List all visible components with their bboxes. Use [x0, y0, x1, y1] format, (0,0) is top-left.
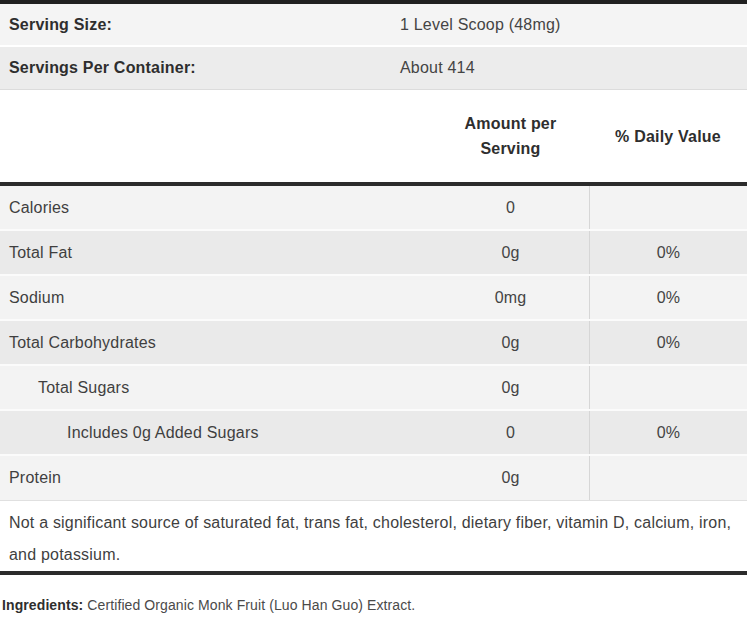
- serving-size-label: Serving Size:: [0, 16, 400, 34]
- nutrient-amount: 0g: [432, 366, 589, 409]
- supplement-facts-label: Serving Size: 1 Level Scoop (48mg) Servi…: [0, 0, 747, 613]
- table-column-headers: Amount per Serving % Daily Value: [0, 90, 747, 182]
- ingredients-line: Ingredients: Certified Organic Monk Frui…: [0, 597, 747, 613]
- bottom-thick-rule: [0, 571, 747, 575]
- serving-info-table: Serving Size: 1 Level Scoop (48mg) Servi…: [0, 0, 747, 90]
- nutrient-amount: 0g: [432, 231, 589, 274]
- nutrient-amount: 0: [432, 411, 589, 454]
- table-row-total-fat: Total Fat 0g 0%: [0, 231, 747, 276]
- amount-header-line2: Serving: [432, 136, 589, 161]
- servings-per-container-label: Servings Per Container:: [0, 59, 400, 77]
- nutrient-daily-value: [589, 186, 747, 229]
- nutrient-daily-value: 0%: [589, 321, 747, 364]
- table-row-calories: Calories 0: [0, 186, 747, 231]
- ingredients-label: Ingredients:: [2, 597, 83, 613]
- nutrient-label: Total Sugars: [0, 366, 432, 409]
- ingredients-text: Certified Organic Monk Fruit (Luo Han Gu…: [87, 597, 415, 613]
- nutrient-daily-value: [589, 456, 747, 500]
- serving-size-value: 1 Level Scoop (48mg): [400, 16, 561, 34]
- nutrient-label: Total Carbohydrates: [0, 321, 432, 364]
- nutrient-label: Calories: [0, 186, 432, 229]
- nutrient-amount: 0mg: [432, 276, 589, 319]
- servings-per-container-row: Servings Per Container: About 414: [0, 47, 747, 90]
- nutrient-label: Protein: [0, 456, 432, 500]
- nutrient-amount: 0: [432, 186, 589, 229]
- table-row-sodium: Sodium 0mg 0%: [0, 276, 747, 321]
- nutrient-amount: 0g: [432, 321, 589, 364]
- amount-header-line1: Amount per: [432, 111, 589, 136]
- nutrient-daily-value: 0%: [589, 231, 747, 274]
- nutrient-amount: 0g: [432, 456, 589, 500]
- table-row-total-carbohydrates: Total Carbohydrates 0g 0%: [0, 321, 747, 366]
- nutrient-daily-value: 0%: [589, 276, 747, 319]
- nutrition-table: Calories 0 Total Fat 0g 0% Sodium 0mg 0%…: [0, 186, 747, 501]
- table-row-added-sugars: Includes 0g Added Sugars 0 0%: [0, 411, 747, 456]
- serving-size-row: Serving Size: 1 Level Scoop (48mg): [0, 4, 747, 47]
- nutrient-daily-value: [589, 366, 747, 409]
- amount-per-serving-header: Amount per Serving: [432, 111, 589, 161]
- nutrient-label: Sodium: [0, 276, 432, 319]
- daily-value-header: % Daily Value: [589, 124, 747, 149]
- nutrient-label: Total Fat: [0, 231, 432, 274]
- nutrient-daily-value: 0%: [589, 411, 747, 454]
- not-significant-source-footnote: Not a significant source of saturated fa…: [0, 501, 747, 571]
- servings-per-container-value: About 414: [400, 59, 475, 77]
- nutrient-label: Includes 0g Added Sugars: [0, 411, 432, 454]
- table-row-total-sugars: Total Sugars 0g: [0, 366, 747, 411]
- table-row-protein: Protein 0g: [0, 456, 747, 501]
